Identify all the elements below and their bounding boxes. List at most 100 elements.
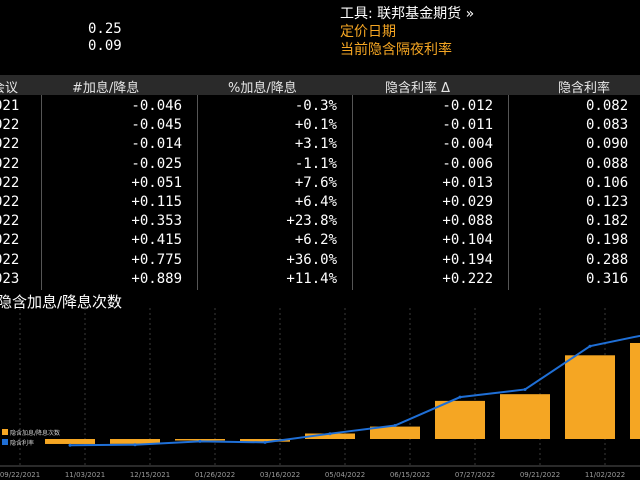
bar [175, 439, 225, 441]
legend-label: 隐含加息/降息次数 [10, 429, 60, 437]
bar [110, 439, 160, 444]
meeting-cell: 023 [0, 270, 20, 287]
x-tick-label: 09/22/2021 [0, 471, 40, 479]
rate-cell: 0.088 [586, 155, 629, 172]
rate-point [198, 439, 202, 443]
x-tick-label: 11/02/2022 [585, 471, 625, 479]
rate-cell: 0.090 [586, 136, 629, 153]
rate-cell: 0.316 [586, 270, 629, 287]
delta-cell: -0.012 [442, 98, 493, 114]
meeting-cell: 022 [0, 232, 20, 249]
top-value-2: 0.09 [88, 38, 122, 54]
table-row[interactable]: 021 -0.046 -0.3% -0.012 0.082 [0, 97, 640, 116]
meeting-cell: 022 [0, 174, 20, 191]
x-tick-label: 03/16/2022 [260, 471, 300, 479]
hikes-cell: -0.025 [131, 155, 182, 172]
meeting-cell: 022 [0, 251, 20, 268]
hikes-cell: -0.046 [131, 98, 182, 114]
meeting-cell: 022 [0, 194, 20, 210]
table-row[interactable]: 022 +0.415 +6.2% +0.104 0.198 [0, 231, 640, 250]
bar [45, 439, 95, 444]
header-pct[interactable]: %加息/降息 [228, 81, 297, 96]
rate-cell: 0.082 [586, 98, 629, 114]
bar [370, 426, 420, 439]
header-panel: 0.25 0.09 工具: 联邦基金期货 » 定价日期 当前隐含隔夜利率 [0, 0, 640, 75]
bar [630, 342, 640, 439]
rate-point [263, 440, 267, 444]
delta-cell: +0.029 [442, 194, 493, 210]
x-tick-label: 12/15/2021 [130, 471, 170, 479]
meeting-cell: 022 [0, 155, 20, 172]
pct-cell: +3.1% [294, 136, 337, 153]
pct-cell: +11.4% [286, 270, 337, 287]
bar [435, 400, 485, 439]
bar [565, 355, 615, 439]
implied-hikes-chart: 09/22/2021 11/03/2021 12/15/2021 01/26/2022… [0, 308, 640, 479]
table-row[interactable]: 022 -0.045 +0.1% -0.011 0.083 [0, 116, 640, 135]
chart-title: 隐含加息/降息次数 [0, 293, 123, 311]
legend-swatch [2, 429, 8, 435]
pct-cell: +23.8% [286, 213, 337, 230]
rate-cell: 0.123 [586, 194, 629, 210]
rate-point [588, 344, 592, 348]
hikes-cell: +0.889 [131, 270, 182, 287]
table-row[interactable]: 022 +0.775 +36.0% +0.194 0.288 [0, 251, 640, 270]
delta-cell: -0.006 [442, 155, 493, 172]
meeting-cell: 022 [0, 213, 20, 230]
rate-line [69, 334, 640, 447]
hikes-cell: +0.415 [131, 232, 182, 249]
hikes-cell: +0.115 [131, 194, 182, 210]
pricing-date-label: 定价日期 [340, 24, 396, 40]
header-hikes[interactable]: #加息/降息 [72, 81, 140, 96]
pct-cell: +6.2% [294, 232, 337, 249]
hikes-cell: -0.014 [131, 136, 182, 153]
rate-cell: 0.182 [586, 213, 629, 230]
table-header: 会议 #加息/降息 %加息/降息 隐含利率 Δ 隐含利率 [0, 75, 640, 96]
pct-cell: -0.3% [294, 98, 337, 114]
delta-cell: +0.013 [442, 174, 493, 191]
x-tick-label: 01/26/2022 [195, 471, 235, 479]
hikes-cell: +0.775 [131, 251, 182, 268]
rate-point [523, 387, 527, 391]
delta-cell: -0.011 [442, 117, 493, 134]
table-row[interactable]: 022 +0.115 +6.4% +0.029 0.123 [0, 193, 640, 212]
pct-cell: +6.4% [294, 194, 337, 210]
legend-swatch [2, 439, 8, 445]
delta-cell: +0.222 [442, 270, 493, 287]
bar [500, 394, 550, 439]
rate-point [393, 424, 397, 428]
table-row[interactable]: 023 +0.889 +11.4% +0.222 0.316 [0, 270, 640, 289]
x-tick-label: 11/03/2021 [65, 471, 105, 479]
rate-point [328, 432, 332, 436]
rate-cell: 0.198 [586, 232, 629, 249]
header-rate[interactable]: 隐含利率 [558, 81, 611, 96]
table-row[interactable]: 022 +0.051 +7.6% +0.013 0.106 [0, 174, 640, 193]
legend-label: 隐含利率 [10, 439, 34, 447]
column-divider [352, 95, 353, 290]
rate-cell: 0.106 [586, 174, 629, 191]
rate-point [68, 443, 72, 447]
header-delta[interactable]: 隐含利率 Δ [385, 81, 451, 96]
rate-cell: 0.083 [586, 117, 629, 134]
pct-cell: +36.0% [286, 251, 337, 268]
table-row[interactable]: 022 -0.025 -1.1% -0.006 0.088 [0, 155, 640, 174]
hikes-cell: +0.051 [131, 174, 182, 191]
hikes-cell: -0.045 [131, 117, 182, 134]
instrument-link[interactable]: 工具: 联邦基金期货 » [340, 6, 475, 22]
delta-cell: +0.088 [442, 213, 493, 230]
column-divider [197, 95, 198, 290]
top-value-1: 0.25 [88, 21, 122, 37]
table-row[interactable]: 022 -0.014 +3.1% -0.004 0.090 [0, 135, 640, 154]
delta-cell: +0.194 [442, 251, 493, 268]
rate-point [458, 395, 462, 399]
bar [240, 439, 290, 442]
meeting-cell: 022 [0, 136, 20, 153]
bar [305, 433, 355, 439]
header-meeting[interactable]: 会议 [0, 81, 19, 96]
table-row[interactable]: 022 +0.353 +23.8% +0.088 0.182 [0, 212, 640, 231]
meeting-cell: 021 [0, 98, 20, 114]
x-tick-label: 06/15/2022 [390, 471, 430, 479]
pct-cell: +7.6% [294, 174, 337, 191]
delta-cell: -0.004 [442, 136, 493, 153]
delta-cell: +0.104 [442, 232, 493, 249]
